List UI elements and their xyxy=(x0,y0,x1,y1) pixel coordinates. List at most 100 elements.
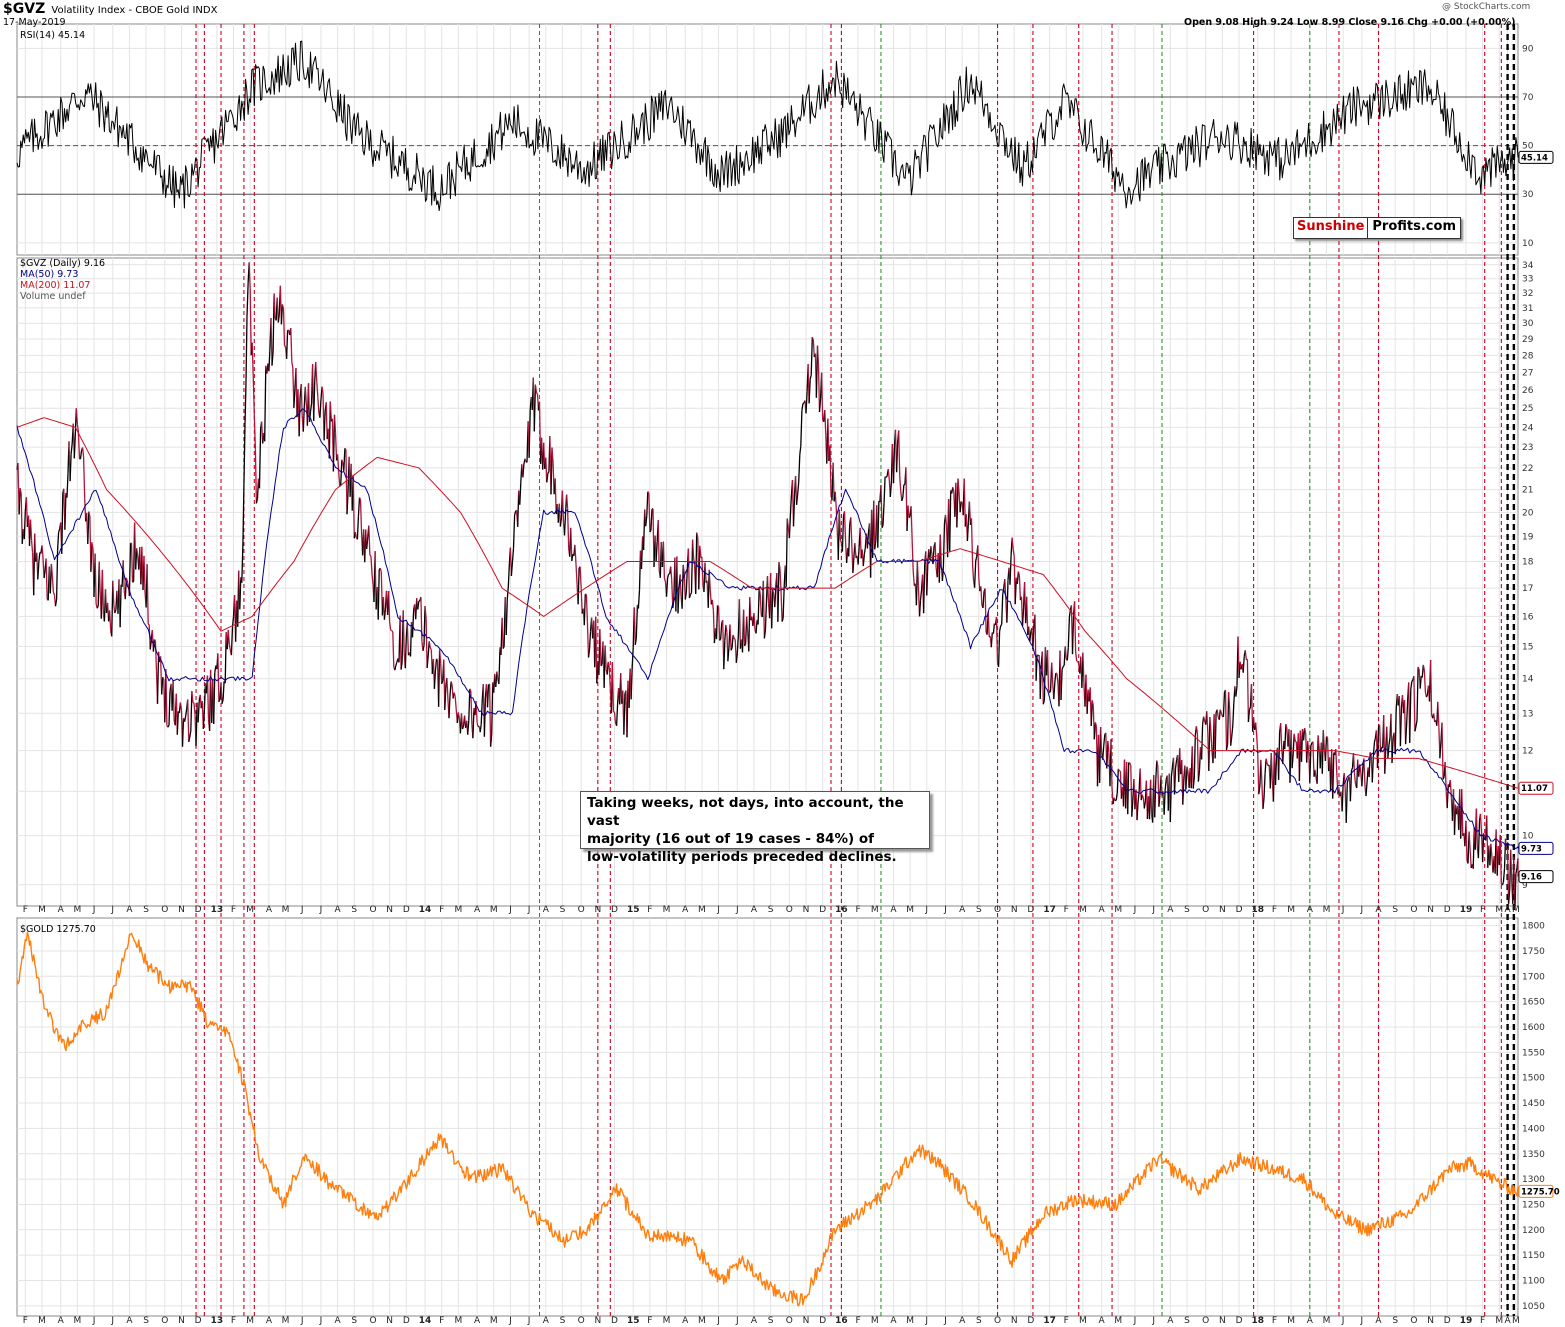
y-tick-label: 10 xyxy=(1522,239,1534,249)
gvz-segment xyxy=(1349,770,1353,802)
y-tick-label: 34 xyxy=(1522,261,1534,271)
x-tick-label-middle: F xyxy=(647,905,652,915)
gvz-segment xyxy=(298,397,301,437)
gvz-segment xyxy=(908,515,911,519)
annotation-line-1: Taking weeks, not days, into account, th… xyxy=(587,795,904,829)
gvz-segment xyxy=(1365,781,1368,797)
gvz-current-tag-box xyxy=(1518,870,1554,884)
gvz-segment xyxy=(763,630,767,639)
gvz-segment xyxy=(264,365,267,442)
gvz-segment xyxy=(433,670,437,689)
x-tick-label-middle: N xyxy=(594,905,601,915)
annotation-line-3: low-volatility periods preceded declines… xyxy=(587,849,897,865)
gvz-segment xyxy=(183,716,187,722)
gvz-segment xyxy=(340,459,343,486)
gvz-segment xyxy=(852,556,855,573)
gvz-segment xyxy=(328,401,331,459)
gvz-segment xyxy=(202,709,206,729)
gvz-legend-ma50: MA(50) 9.73 xyxy=(20,269,79,280)
y-tick-label: 31 xyxy=(1522,304,1533,314)
gvz-segment xyxy=(222,681,225,700)
gvz-segment xyxy=(1014,577,1017,605)
gvz-segment xyxy=(1137,792,1140,802)
gvz-segment xyxy=(736,635,740,654)
gvz-segment xyxy=(1475,808,1479,849)
gvz-segment xyxy=(153,639,156,642)
gvz-segment xyxy=(38,552,41,562)
chart-date: 17-May-2019 xyxy=(3,17,66,28)
gvz-segment xyxy=(571,553,574,562)
gvz-segment xyxy=(1469,849,1472,869)
ma200-current-tag-box xyxy=(1518,781,1554,795)
y-tick-label: 27 xyxy=(1522,368,1533,378)
x-tick-label-bottom: A xyxy=(890,1316,897,1326)
x-tick-label-middle: J xyxy=(943,905,947,915)
gvz-segment xyxy=(425,618,428,669)
x-tick-label-bottom: A xyxy=(751,1316,758,1326)
x-tick-label-bottom: A xyxy=(474,1316,481,1326)
gvz-segment xyxy=(655,541,658,562)
gvz-segment xyxy=(566,508,570,549)
gvz-segment xyxy=(764,600,768,631)
gvz-segment xyxy=(1049,690,1052,694)
x-tick-label-middle: A xyxy=(1307,905,1314,915)
gvz-segment xyxy=(51,576,55,592)
gvz-segment xyxy=(607,661,610,668)
gvz-segment xyxy=(577,567,580,605)
gvz-segment xyxy=(679,574,682,597)
gvz-segment xyxy=(404,636,407,669)
gvz-segment xyxy=(1102,746,1105,760)
gvz-segment xyxy=(956,478,959,528)
gvz-segment xyxy=(648,492,651,533)
gvz-segment xyxy=(357,497,361,517)
gvz-segment xyxy=(1507,890,1511,904)
gvz-segment xyxy=(774,586,777,608)
x-tick-label-middle: D xyxy=(1236,905,1243,915)
gvz-segment xyxy=(633,607,636,645)
gvz-segment xyxy=(1009,555,1012,585)
gvz-segment xyxy=(1192,777,1195,789)
gvz-segment xyxy=(249,288,252,356)
gvz-segment xyxy=(1482,832,1486,837)
gvz-segment xyxy=(528,410,531,458)
y-tick-label: 50 xyxy=(1522,142,1534,152)
gvz-segment xyxy=(329,401,333,422)
gvz-segment xyxy=(224,632,227,684)
gvz-segment xyxy=(818,398,822,413)
gvz-segment xyxy=(772,588,775,595)
x-tick-label-middle: S xyxy=(143,905,149,915)
y-tick-label: 70 xyxy=(1522,93,1534,103)
gvz-segment xyxy=(1387,745,1390,759)
x-tick-label-bottom: S xyxy=(1392,1316,1398,1326)
y-tick-label: 20 xyxy=(1522,508,1534,518)
gvz-segment xyxy=(1262,798,1265,809)
gvz-segment xyxy=(242,487,245,544)
x-tick-label-bottom: A xyxy=(58,1316,65,1326)
gvz-segment xyxy=(1502,868,1506,883)
x-tick-label-middle: A xyxy=(543,905,550,915)
gvz-segment xyxy=(630,666,633,700)
gvz-segment xyxy=(1423,669,1427,693)
gvz-segment xyxy=(984,588,987,633)
gvz-segment xyxy=(862,554,865,567)
gvz-segment xyxy=(1077,660,1080,665)
x-tick-label-bottom: S xyxy=(560,1316,566,1326)
gvz-segment xyxy=(148,624,151,650)
gvz-segment xyxy=(595,616,598,684)
gvz-segment xyxy=(1242,656,1245,673)
source-label: @ StockCharts.com xyxy=(1442,2,1531,12)
gvz-segment xyxy=(253,414,257,450)
gvz-segment xyxy=(963,478,966,527)
x-tick-label-middle: M xyxy=(871,905,879,915)
gvz-segment xyxy=(191,691,194,703)
gvz-segment xyxy=(1419,676,1422,689)
gvz-segment xyxy=(725,624,728,633)
gvz-segment xyxy=(1510,849,1513,885)
gvz-segment xyxy=(911,541,914,572)
gvz-segment xyxy=(599,629,602,666)
gvz-segment xyxy=(476,722,479,727)
gvz-segment xyxy=(887,469,890,480)
gvz-segment xyxy=(1326,735,1328,738)
x-tick-label-middle: J xyxy=(924,905,928,915)
y-tick-label: 1050 xyxy=(1522,1302,1545,1312)
